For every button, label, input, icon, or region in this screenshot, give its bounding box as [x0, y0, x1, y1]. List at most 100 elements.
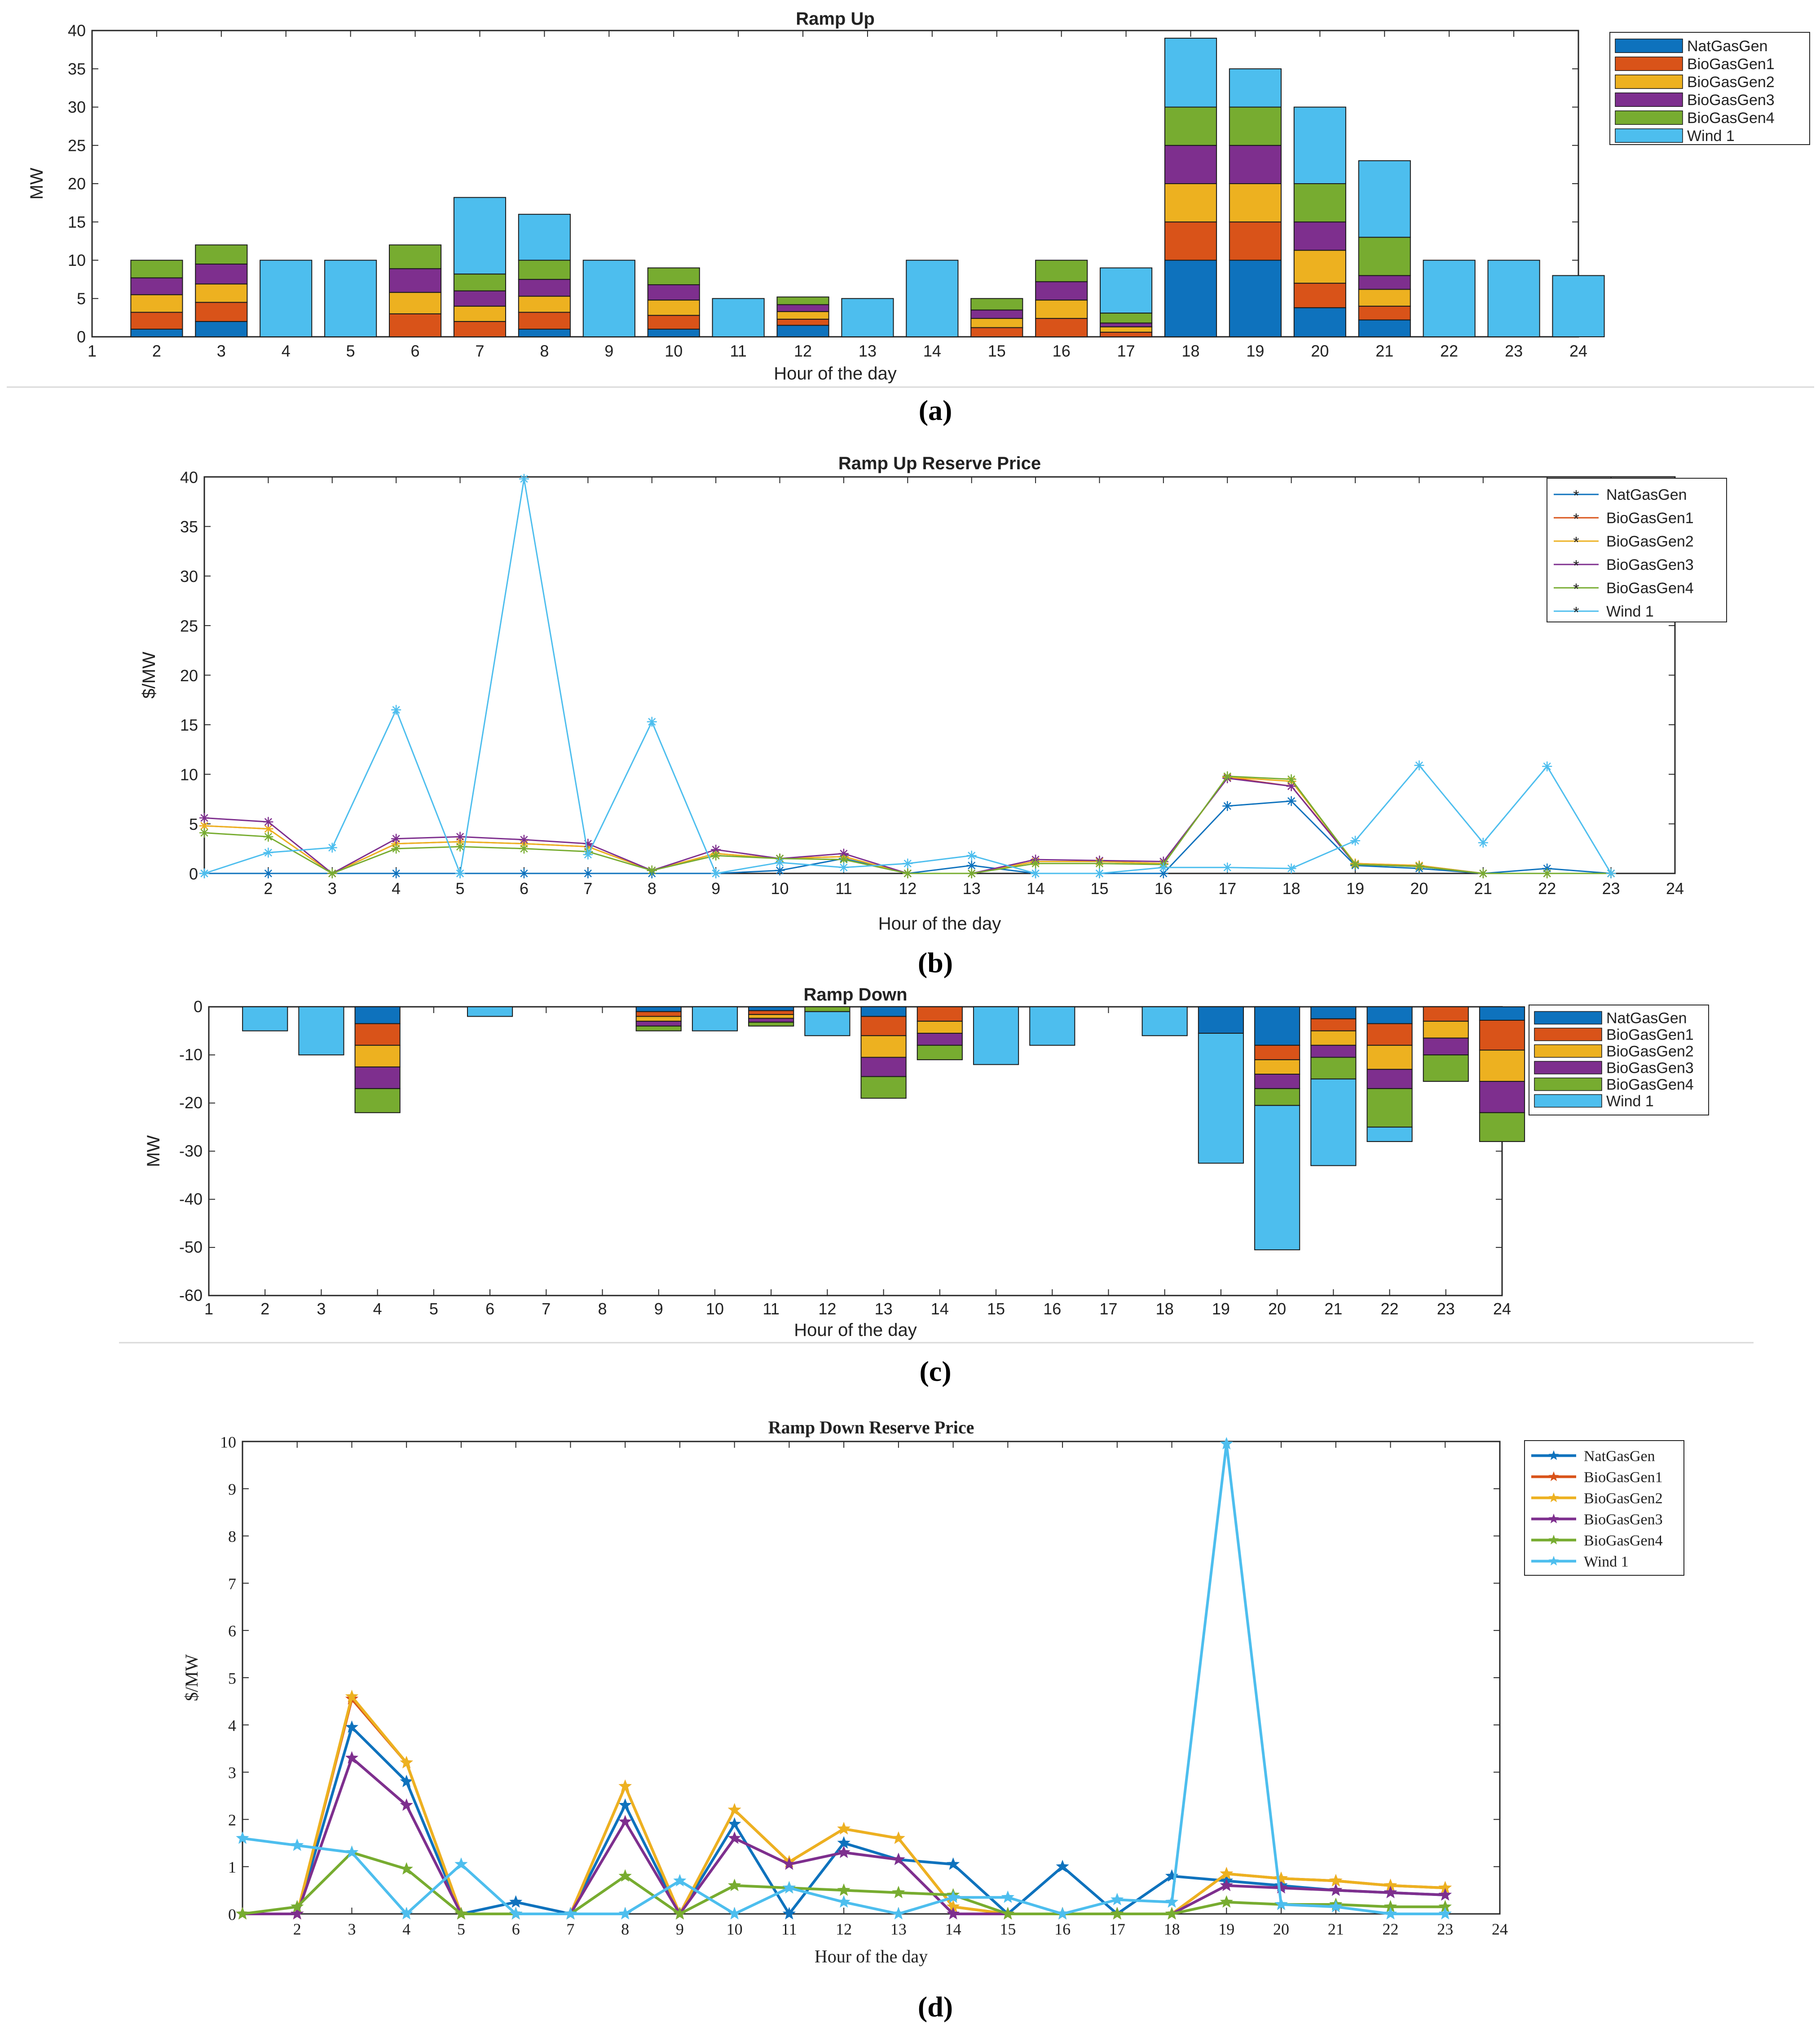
bar-wind-1-hour-15 — [973, 1006, 1019, 1065]
point-natgasgen-hour-10 — [727, 1817, 741, 1830]
bar-biogasgen4-hour-22 — [1366, 1088, 1413, 1128]
legend-label-biogasgen2: BioGasGen2 — [1606, 533, 1694, 550]
x-tick-label: 10 — [771, 879, 789, 898]
bar-natgasgen-hour-19 — [1229, 260, 1282, 337]
bar-biogasgen4-hour-4 — [354, 1088, 401, 1113]
bar-biogasgen1-hour-17 — [1100, 331, 1153, 338]
bar-biogasgen1-hour-6 — [389, 313, 442, 337]
x-tick-label: 12 — [899, 879, 917, 898]
legend-label-biogasgen3: BioGasGen3 — [1584, 1512, 1663, 1528]
bar-biogasgen1-hour-15 — [970, 327, 1023, 337]
x-tick-label: 14 — [1027, 879, 1044, 898]
bar-natgasgen-hour-10 — [647, 328, 700, 338]
x-axis-label: Hour of the day — [774, 364, 897, 383]
point-biogasgen4-hour-21 — [1478, 868, 1488, 878]
x-tick-label: 24 — [1666, 879, 1684, 898]
point-natgasgen-hour-18 — [1286, 796, 1296, 806]
bar-biogasgen4-hour-17 — [1100, 313, 1153, 324]
x-tick-label: 13 — [859, 342, 877, 360]
x-tick-label: 21 — [1328, 1920, 1344, 1938]
x-axis-label: Hour of the day — [815, 1946, 928, 1966]
point-biogasgen2-hour-19 — [1220, 1867, 1233, 1880]
legend-marker-biogasgen1 — [1548, 1471, 1559, 1481]
bar-biogasgen4-hour-14 — [917, 1045, 963, 1060]
point-biogasgen3-hour-3 — [345, 1751, 359, 1764]
point-wind-1-hour-15 — [1001, 1890, 1015, 1903]
point-wind-1-hour-20 — [1274, 1897, 1288, 1910]
x-tick-label: 22 — [1538, 879, 1556, 898]
legend-label-biogasgen1: BioGasGen1 — [1687, 56, 1775, 73]
x-tick-label: 12 — [794, 342, 812, 360]
y-tick-label: 0 — [228, 1905, 236, 1923]
bar-biogasgen4-hour-3 — [195, 244, 248, 265]
point-wind-1-hour-10 — [775, 857, 785, 868]
bar-biogasgen3-hour-12 — [776, 304, 829, 312]
x-tick-label: 4 — [282, 342, 291, 360]
y-tick-label: 25 — [68, 136, 86, 154]
bar-biogasgen2-hour-18 — [1164, 183, 1217, 223]
x-tick-label: 7 — [583, 879, 592, 898]
bar-wind-1-hour-18 — [1141, 1006, 1188, 1036]
bar-biogasgen3-hour-8 — [518, 279, 571, 297]
x-tick-label: 23 — [1437, 1300, 1455, 1318]
point-biogasgen4-hour-17 — [1111, 1907, 1124, 1920]
bar-biogasgen1-hour-4 — [354, 1023, 401, 1046]
legend-label-biogasgen3: BioGasGen3 — [1606, 1060, 1694, 1077]
bar-biogasgen4-hour-13 — [860, 1076, 907, 1099]
y-tick-label: 20 — [180, 666, 198, 685]
bar-biogasgen2-hour-14 — [917, 1021, 963, 1034]
x-tick-label: 13 — [875, 1300, 893, 1318]
legend: NatGasGenBioGasGen1BioGasGen2BioGasGen3B… — [1524, 1440, 1684, 1576]
x-tick-label: 14 — [945, 1920, 961, 1938]
legend-marker-natgasgen: * — [1573, 487, 1579, 504]
bar-wind-1-hour-10 — [692, 1006, 738, 1031]
legend-label-biogasgen1: BioGasGen1 — [1606, 510, 1694, 527]
x-tick-label: 9 — [654, 1300, 663, 1318]
legend-swatch-biogasgen2 — [1615, 75, 1683, 89]
bar-biogasgen2-hour-13 — [860, 1035, 907, 1058]
point-biogasgen3-hour-6 — [519, 834, 529, 845]
legend-label-biogasgen1: BioGasGen1 — [1584, 1469, 1663, 1486]
point-biogasgen4-hour-9 — [711, 851, 721, 861]
bar-biogasgen2-hour-21 — [1310, 1030, 1357, 1046]
x-tick-label: 2 — [260, 1300, 269, 1318]
x-tick-label: 13 — [963, 879, 981, 898]
point-biogasgen4-hour-12 — [903, 868, 913, 878]
point-biogasgen2-hour-4 — [391, 838, 401, 849]
legend-swatch-biogasgen3 — [1615, 93, 1683, 107]
bar-biogasgen2-hour-17 — [1100, 326, 1153, 333]
point-wind-1-hour-13 — [892, 1907, 905, 1920]
point-biogasgen4-hour-14 — [1031, 858, 1041, 868]
legend: NatGasGenBioGasGen1BioGasGen2BioGasGen3B… — [1609, 32, 1810, 145]
legend-box — [1547, 478, 1727, 622]
x-tick-label: 16 — [1054, 1920, 1071, 1938]
bar-wind-1-hour-20 — [1293, 106, 1346, 184]
bar-wind-1-hour-19 — [1229, 68, 1282, 108]
bar-natgasgen-hour-4 — [354, 1006, 401, 1024]
legend-label-biogasgen1: BioGasGen1 — [1606, 1027, 1694, 1044]
point-wind-1-hour-21 — [1329, 1900, 1343, 1913]
y-tick-label: 15 — [180, 716, 198, 734]
y-tick-label: 10 — [180, 766, 198, 784]
point-wind-1-hour-7 — [583, 850, 593, 860]
point-natgasgen-hour-3 — [345, 1720, 359, 1733]
y-tick-label: 40 — [180, 468, 198, 486]
bar-wind-1-hour-23 — [1487, 260, 1540, 337]
point-biogasgen3-hour-2 — [263, 817, 273, 827]
point-wind-1-hour-1 — [199, 868, 209, 878]
bar-biogasgen3-hour-18 — [1164, 145, 1217, 184]
legend-marker-biogasgen4 — [1548, 1534, 1559, 1545]
x-tick-label: 20 — [1311, 342, 1329, 360]
bar-biogasgen4-hour-11 — [748, 1022, 794, 1027]
point-wind-1-hour-9 — [711, 868, 721, 878]
point-natgasgen-hour-10 — [775, 865, 785, 876]
point-wind-1-hour-5 — [455, 868, 465, 878]
x-tick-label: 19 — [1346, 879, 1364, 898]
bar-biogasgen2-hour-4 — [354, 1045, 401, 1067]
bar-biogasgen2-hour-8 — [518, 295, 571, 313]
point-biogasgen3-hour-10 — [727, 1831, 741, 1844]
x-tick-label: 9 — [604, 342, 613, 360]
y-tick-label: -60 — [179, 1286, 203, 1305]
x-tick-label: 11 — [781, 1920, 797, 1938]
y-tick-label: 5 — [189, 815, 198, 833]
